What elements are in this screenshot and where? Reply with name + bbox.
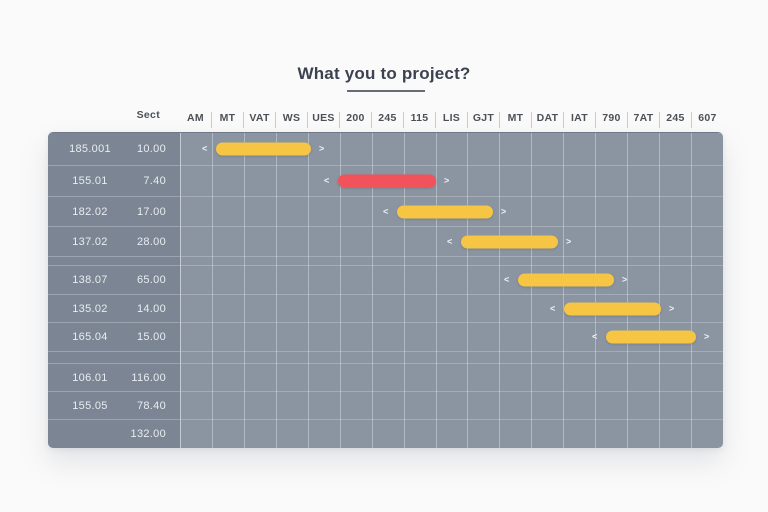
- panel-row: 137.02 28.00: [48, 227, 180, 257]
- column-header-11-dat: DAT: [531, 112, 563, 128]
- row-value-label: 132.00: [130, 428, 166, 440]
- bar-extend-left-arrow[interactable]: <: [504, 274, 510, 285]
- row-label-panel: 185.001 10.00 155.01 7.40 182.02 17.00 137.02 2…: [48, 133, 180, 448]
- column-header-3-ws: WS: [275, 112, 307, 128]
- row-value-label: 28.00: [136, 235, 166, 248]
- column-header-13-790: 790: [595, 112, 627, 128]
- row-id-label: 135.02: [72, 302, 108, 315]
- gantt-bar[interactable]: [397, 205, 493, 218]
- bar-extend-left-arrow[interactable]: <: [550, 303, 556, 313]
- row-id-label: 165.04: [72, 331, 108, 343]
- panel-spacer-row: [48, 257, 180, 266]
- panel-row: 185.001 10.00: [48, 133, 180, 166]
- panel-row: 106.01 116.00: [48, 364, 180, 392]
- bar-extend-right-arrow[interactable]: >: [622, 274, 628, 285]
- column-header-4-ues: UES: [307, 112, 339, 128]
- grid-row: [181, 364, 723, 392]
- gantt-bar[interactable]: [606, 330, 696, 344]
- row-value-label: 116.00: [131, 371, 166, 384]
- bar-extend-left-arrow[interactable]: <: [324, 175, 330, 186]
- panel-row: 155.01 7.40: [48, 166, 180, 197]
- gantt-chart-card: 185.001 10.00 155.01 7.40 182.02 17.00 137.02 2…: [48, 132, 723, 448]
- grid-row: < >: [181, 323, 723, 352]
- grid-row: [181, 420, 723, 448]
- bar-extend-right-arrow[interactable]: >: [501, 206, 507, 216]
- gantt-bar[interactable]: [461, 235, 558, 248]
- column-header-1-mt: MT: [211, 112, 243, 128]
- panel-row: 155.05 78.40: [48, 392, 180, 420]
- bar-extend-left-arrow[interactable]: <: [202, 143, 208, 154]
- bar-extend-right-arrow[interactable]: >: [566, 236, 572, 246]
- row-id-label: 138.07: [72, 274, 108, 286]
- grid-row: < >: [181, 166, 723, 197]
- row-id-label: 155.05: [72, 399, 108, 412]
- title-underline: [347, 90, 425, 92]
- row-value-label: 78.40: [136, 399, 166, 412]
- column-header-15-245: 245: [659, 112, 691, 128]
- row-id-label: 137.02: [72, 235, 108, 248]
- grid-row: < >: [181, 295, 723, 323]
- panel-row: 138.07 65.00: [48, 266, 180, 295]
- bar-extend-left-arrow[interactable]: <: [592, 331, 598, 342]
- panel-row: 135.02 14.00: [48, 295, 180, 323]
- gantt-grid-area: < > < > < > < > < > < > < >: [180, 133, 723, 448]
- grid-spacer-row: [181, 257, 723, 266]
- grid-spacer-row: [181, 352, 723, 364]
- row-id-label: 182.02: [72, 205, 108, 218]
- bar-extend-right-arrow[interactable]: >: [444, 175, 450, 186]
- grid-row: [181, 392, 723, 420]
- column-header-6-245: 245: [371, 112, 403, 128]
- row-value-label: 14.00: [136, 302, 166, 315]
- column-header-row: AM MT VAT WS UES 200 245 115 LIS GJT MT DAT IAT 790 7A…: [180, 106, 723, 128]
- column-header-9-gjt: GJT: [467, 112, 499, 128]
- column-header-12-iat: IAT: [563, 112, 595, 128]
- panel-row: 132.00: [48, 420, 180, 448]
- bar-extend-right-arrow[interactable]: >: [319, 143, 325, 154]
- column-header-8-lis: LIS: [435, 112, 467, 128]
- column-header-0-am: AM: [187, 112, 204, 124]
- gantt-bar[interactable]: [216, 142, 311, 156]
- column-header-2-vat: VAT: [243, 112, 275, 128]
- grid-row: < >: [181, 227, 723, 257]
- row-value-label: 15.00: [136, 331, 166, 343]
- row-value-label: 17.00: [136, 205, 166, 218]
- column-header-10-mt: MT: [499, 112, 531, 128]
- column-header-sect: Sect: [136, 109, 160, 121]
- gantt-bar[interactable]: [518, 273, 614, 287]
- grid-row: < >: [181, 266, 723, 295]
- grid-row: < >: [181, 133, 723, 166]
- bar-extend-right-arrow[interactable]: >: [669, 303, 675, 313]
- gantt-bar[interactable]: [564, 302, 661, 315]
- row-id-label: 185.001: [69, 143, 111, 155]
- row-value-label: 10.00: [136, 143, 166, 155]
- row-id-label: 155.01: [72, 175, 108, 187]
- row-value-label: 7.40: [143, 175, 166, 187]
- column-header-16-607: 607: [691, 112, 723, 128]
- panel-row: 182.02 17.00: [48, 197, 180, 227]
- column-header-5-200: 200: [339, 112, 371, 128]
- bar-extend-left-arrow[interactable]: <: [447, 236, 453, 246]
- gantt-bar[interactable]: [338, 174, 436, 188]
- bar-extend-left-arrow[interactable]: <: [383, 206, 389, 216]
- panel-spacer-row: [48, 352, 180, 364]
- panel-row: 165.04 15.00: [48, 323, 180, 352]
- row-value-label: 65.00: [136, 274, 166, 286]
- column-header-14-7at: 7AT: [627, 112, 659, 128]
- grid-row: < >: [181, 197, 723, 227]
- row-id-label: 106.01: [72, 371, 108, 384]
- page-title: What you to project?: [297, 64, 471, 83]
- bar-extend-right-arrow[interactable]: >: [704, 331, 710, 342]
- column-header-7-115: 115: [403, 112, 435, 128]
